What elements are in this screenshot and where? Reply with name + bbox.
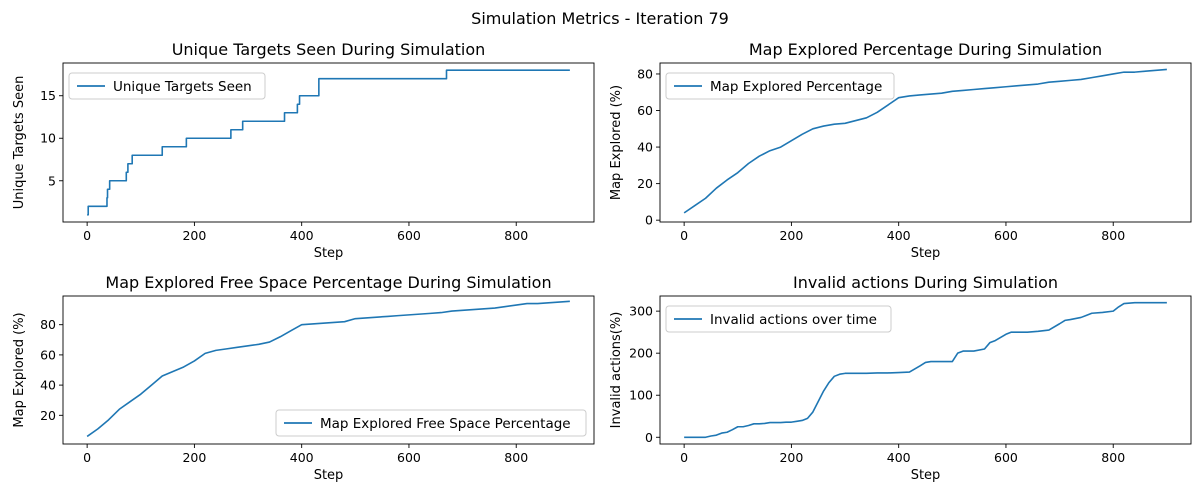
axes-frame xyxy=(659,295,1192,445)
series-line xyxy=(86,300,570,438)
y-tick-label: 20 xyxy=(40,408,56,423)
figure-suptitle: Simulation Metrics - Iteration 79 xyxy=(471,9,729,28)
charts-container: Unique Targets Seen During Simulation 0 20… xyxy=(12,40,1192,483)
y-tick-label: 60 xyxy=(40,347,56,362)
y-tick-label: 0 xyxy=(645,430,653,445)
x-axis-label: Step xyxy=(314,468,344,483)
legend-label: Map Explored Percentage xyxy=(710,79,882,95)
subplot-title: Invalid actions During Simulation xyxy=(793,273,1058,292)
subplot-title: Unique Targets Seen During Simulation xyxy=(172,40,486,59)
y-tick-label: 10 xyxy=(40,131,56,146)
legend-box xyxy=(275,409,587,437)
y-axis-label: Map Explored (%) xyxy=(609,85,624,200)
subplot-1: Unique Targets Seen During Simulation 0 20… xyxy=(12,40,595,261)
y-tick-label: 300 xyxy=(629,304,653,319)
series-line xyxy=(683,68,1167,214)
legend-label: Invalid actions over time xyxy=(710,312,877,328)
series-line xyxy=(684,301,1167,439)
y-axis-label: Map Explored (%) xyxy=(12,312,27,427)
subplot-title: Map Explored Free Space Percentage Durin… xyxy=(105,273,551,292)
x-tick-label: 800 xyxy=(504,228,528,243)
series-line xyxy=(87,69,570,216)
x-tick-label: 0 xyxy=(83,450,91,465)
legend: Invalid actions over time xyxy=(665,305,892,333)
x-tick-label: 200 xyxy=(182,450,206,465)
x-tick-label: 400 xyxy=(290,450,314,465)
y-tick-label: 80 xyxy=(637,66,653,81)
x-tick-label: 0 xyxy=(83,228,91,243)
legend: Map Explored Free Space Percentage xyxy=(275,409,587,437)
y-tick-label: 20 xyxy=(637,176,653,191)
legend-box xyxy=(665,305,892,333)
y-axis-label: Invalid actions(%) xyxy=(609,312,624,429)
subplot-4: Invalid actions During Simulation 0 200 400… xyxy=(609,273,1192,483)
legend: Map Explored Percentage xyxy=(665,72,895,100)
y-tick-label: 80 xyxy=(40,317,56,332)
x-tick-label: 0 xyxy=(680,228,688,243)
x-tick-label: 600 xyxy=(397,228,421,243)
x-tick-label: 200 xyxy=(779,450,803,465)
x-tick-label: 400 xyxy=(887,228,911,243)
x-tick-label: 0 xyxy=(680,450,688,465)
x-tick-label: 400 xyxy=(290,228,314,243)
y-tick-label: 0 xyxy=(645,213,653,228)
y-tick-label: 5 xyxy=(48,173,56,188)
legend-label: Map Explored Free Space Percentage xyxy=(320,416,571,432)
x-axis-label: Step xyxy=(911,468,941,483)
subplot-3: Map Explored Free Space Percentage Durin… xyxy=(12,273,595,483)
legend: Unique Targets Seen xyxy=(68,72,266,100)
x-tick-label: 800 xyxy=(1101,450,1125,465)
x-tick-label: 600 xyxy=(994,450,1018,465)
subplot-title: Map Explored Percentage During Simulatio… xyxy=(749,40,1102,59)
y-tick-label: 100 xyxy=(629,388,653,403)
x-tick-label: 800 xyxy=(504,450,528,465)
legend-box xyxy=(665,72,895,100)
y-axis-label: Unique Targets Seen xyxy=(12,76,27,210)
y-tick-label: 40 xyxy=(40,378,56,393)
x-tick-label: 600 xyxy=(397,450,421,465)
y-tick-label: 40 xyxy=(637,140,653,155)
x-tick-label: 800 xyxy=(1101,228,1125,243)
x-axis-label: Step xyxy=(911,246,941,261)
y-tick-label: 60 xyxy=(637,103,653,118)
x-tick-label: 200 xyxy=(182,228,206,243)
x-tick-label: 400 xyxy=(887,450,911,465)
legend-box xyxy=(68,72,266,100)
y-tick-label: 200 xyxy=(629,346,653,361)
y-tick-label: 15 xyxy=(40,88,56,103)
axes-frame xyxy=(659,62,1192,223)
subplot-2: Map Explored Percentage During Simulatio… xyxy=(609,40,1192,261)
legend-label: Unique Targets Seen xyxy=(113,79,252,95)
axes-frame xyxy=(62,295,595,445)
axes-frame xyxy=(62,62,595,223)
x-tick-label: 600 xyxy=(994,228,1018,243)
x-axis-label: Step xyxy=(314,246,344,261)
x-tick-label: 200 xyxy=(779,228,803,243)
